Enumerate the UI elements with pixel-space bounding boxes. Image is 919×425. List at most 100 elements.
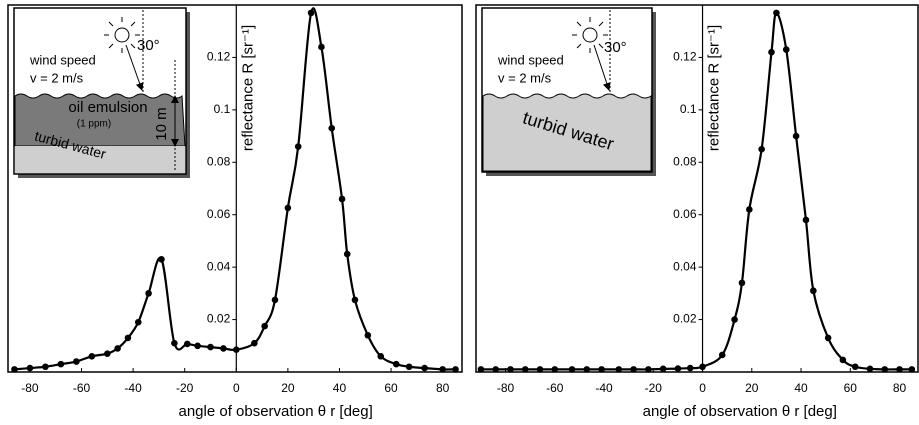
data-point: [232, 346, 240, 354]
annotation: 30°: [604, 39, 627, 56]
data-point: [507, 366, 514, 373]
data-point: [26, 364, 34, 372]
data-point: [284, 204, 292, 212]
data-point: [307, 9, 315, 17]
x-tick-label: -60: [546, 381, 564, 395]
data-point: [866, 365, 874, 373]
x-tick-label: -40: [595, 381, 613, 395]
data-point: [251, 339, 258, 347]
plot-frame: [475, 4, 919, 373]
x-tick-label: 80: [893, 381, 907, 395]
data-point: [452, 366, 459, 373]
data-point: [746, 206, 753, 213]
data-point: [364, 332, 372, 339]
data-point: [583, 366, 591, 373]
data-point: [731, 316, 738, 323]
data-point: [183, 340, 191, 348]
data-point: [521, 366, 529, 373]
data-point: [536, 366, 544, 373]
y-tick-label: 0.12: [207, 50, 231, 64]
y-tick-label: 0.08: [673, 154, 697, 168]
x-tick-label: -80: [497, 381, 515, 395]
data-point: [405, 363, 413, 371]
x-tick-label: -80: [21, 381, 39, 395]
data-point: [158, 255, 165, 263]
x-tick-label: -40: [124, 381, 142, 395]
x-tick-label: -20: [645, 381, 663, 395]
data-point: [171, 339, 178, 347]
data-point: [351, 296, 359, 304]
y-axis-label: reflectance R [sr⁻¹]: [706, 25, 723, 151]
data-point: [271, 296, 279, 304]
data-point: [11, 366, 18, 373]
data-point: [392, 360, 400, 368]
data-point: [881, 366, 889, 373]
annotation: 30°: [137, 37, 160, 54]
data-point: [145, 290, 152, 297]
y-axis-label: reflectance R [sr⁻¹]: [239, 25, 256, 151]
annotation: wind speed: [29, 52, 96, 67]
data-point: [492, 366, 499, 373]
data-point: [568, 366, 576, 373]
data-point: [598, 366, 605, 373]
data-point: [220, 345, 227, 352]
data-point: [194, 342, 201, 350]
inset-left: wind speed v = 2 m/s 30° oil emulsion (1…: [13, 7, 190, 178]
y-tick-label: 0.1: [214, 102, 231, 116]
y-tick-label: 0.06: [207, 207, 231, 221]
inset-right: wind speed v = 2 m/s 30° turbid water: [481, 7, 656, 176]
data-point: [645, 366, 652, 373]
data-point: [630, 366, 637, 373]
data-point: [738, 279, 746, 287]
x-tick-label: 40: [794, 381, 808, 395]
data-point: [851, 363, 859, 371]
data-point: [57, 360, 65, 368]
data-point: [839, 356, 847, 364]
data-point: [294, 143, 302, 150]
x-tick-label: 40: [333, 381, 347, 395]
data-point: [104, 350, 111, 357]
x-axis-label: angle of observation θ r [deg]: [643, 403, 837, 420]
data-point: [908, 366, 916, 373]
data-point: [768, 48, 775, 56]
data-point: [686, 364, 694, 372]
y-tick-label: 0.06: [673, 207, 697, 221]
data-point: [792, 132, 800, 140]
data-point: [73, 358, 80, 365]
data-point: [134, 318, 142, 326]
data-point: [328, 124, 336, 132]
x-tick-label: -60: [73, 381, 91, 395]
annotation: oil emulsion: [68, 99, 147, 116]
x-tick-label: 20: [745, 381, 759, 395]
data-point: [758, 145, 765, 153]
annotation: v = 2 m/s: [498, 70, 552, 85]
x-tick-label: 0: [233, 381, 240, 395]
data-point: [824, 334, 832, 342]
y-tick-label: 0.02: [207, 312, 231, 326]
data-point: [124, 334, 132, 342]
data-point: [318, 43, 325, 51]
data-point: [114, 345, 121, 352]
data-point: [782, 46, 790, 53]
x-tick-label: 20: [281, 381, 295, 395]
data-point: [718, 351, 726, 359]
data-point: [439, 366, 446, 373]
y-tick-label: 0.08: [207, 154, 231, 168]
data-point: [615, 366, 623, 373]
y-tick-label: 0.04: [207, 259, 231, 273]
y-tick-label: 0.12: [673, 50, 697, 64]
data-point: [810, 287, 817, 295]
data-point: [551, 366, 559, 373]
x-axis-label: angle of observation θ r [deg]: [178, 403, 372, 420]
y-tick-label: 0.1: [680, 102, 697, 116]
data-point: [773, 9, 780, 17]
y-tick-label: 0.04: [673, 259, 697, 273]
annotation: 10 m: [153, 107, 170, 140]
data-point: [477, 366, 485, 373]
data-point: [421, 364, 428, 372]
data-point: [343, 250, 351, 258]
data-point: [42, 363, 49, 371]
data-point: [659, 365, 667, 373]
data-point: [699, 363, 706, 371]
